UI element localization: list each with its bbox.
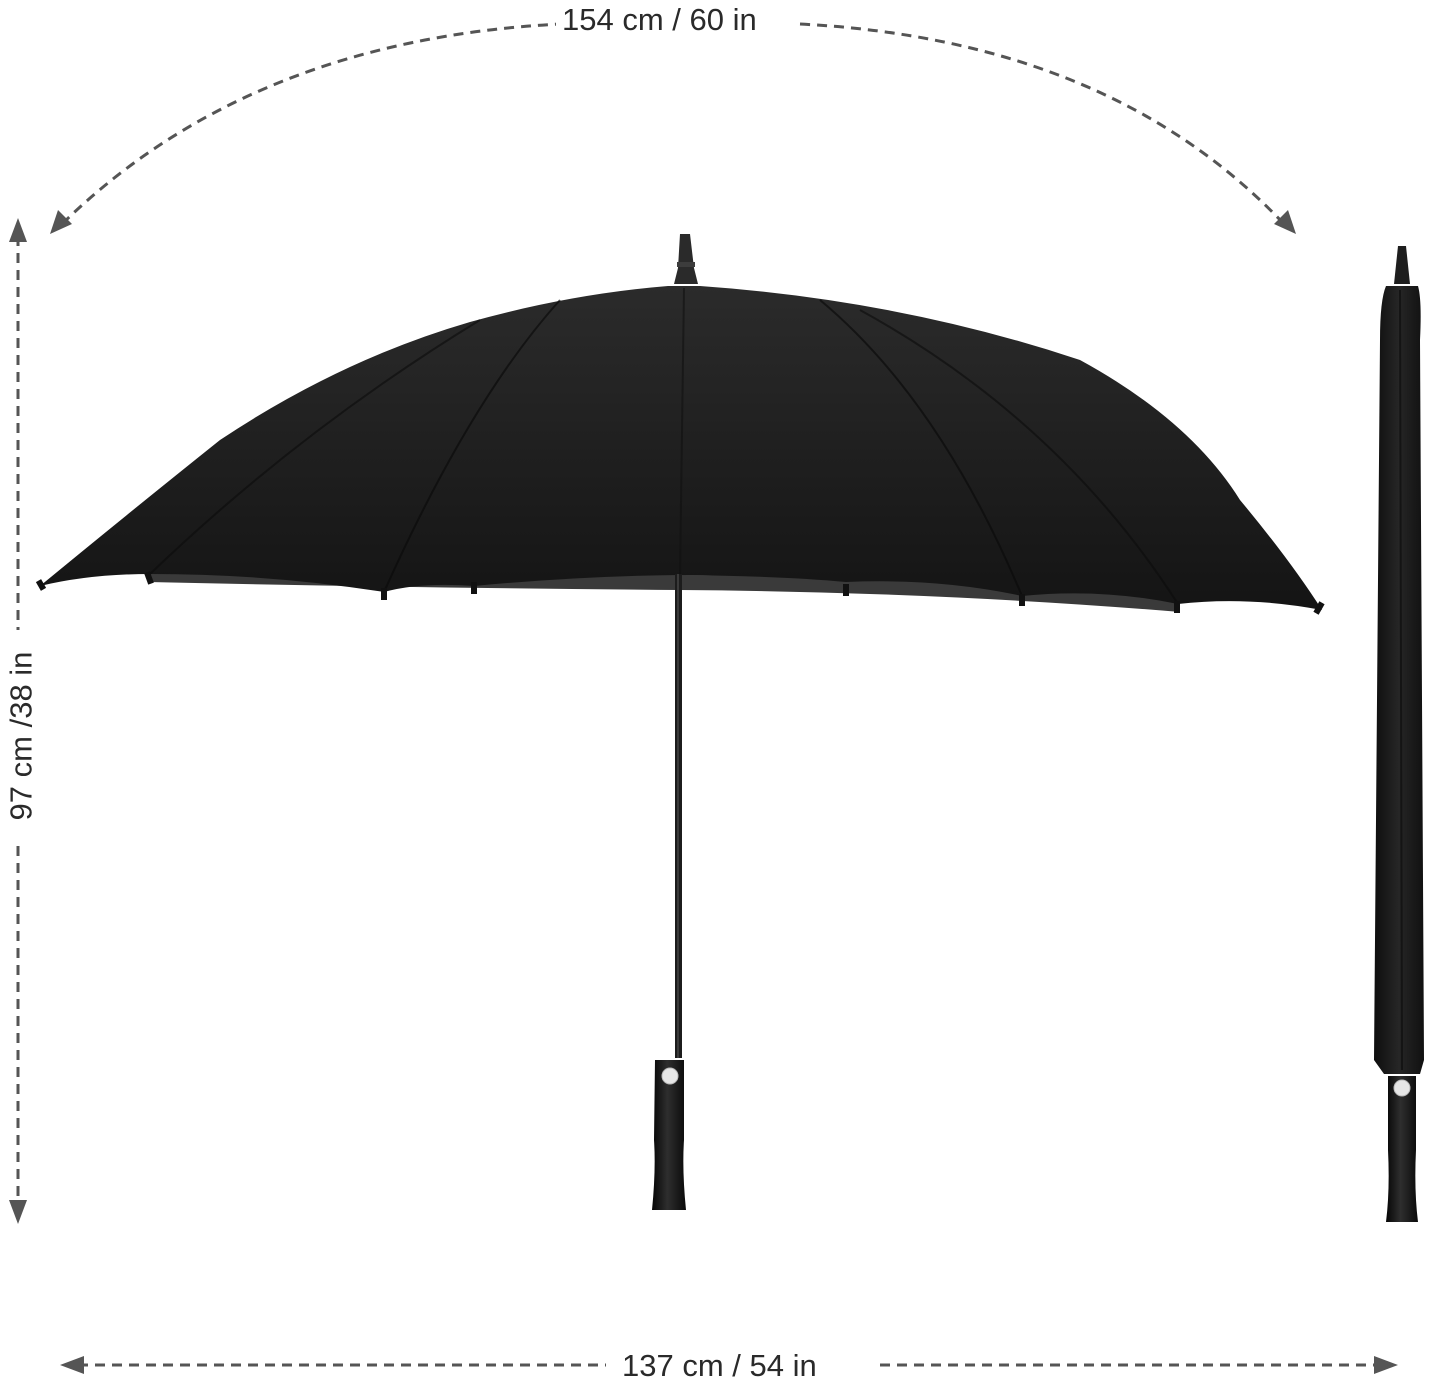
height-dimension-arrow [9, 218, 27, 1224]
open-height-label: 97 cm /38 in [4, 647, 39, 825]
umbrella-tip [674, 234, 698, 284]
closed-canopy [1374, 286, 1424, 1074]
rib-tips [35, 571, 1325, 615]
closed-tip [1394, 246, 1410, 284]
handle-button [1393, 1079, 1411, 1097]
closed-umbrella [1374, 246, 1424, 1222]
canopy-arc-label: 154 cm / 60 in [556, 4, 763, 35]
open-umbrella [35, 234, 1325, 1210]
closed-handle [1386, 1076, 1418, 1222]
arc-dimension-arrow [50, 22, 1296, 234]
arrow-head-right [1274, 210, 1296, 234]
canopy-seam [679, 287, 685, 576]
width-dimension-arrow [60, 1356, 1398, 1374]
canopy-seam [819, 299, 1023, 597]
canopy-seam [383, 299, 561, 593]
open-width-label: 137 cm / 54 in [616, 1350, 823, 1381]
arrow-head-right [1374, 1356, 1398, 1374]
umbrella-handle [652, 1060, 686, 1210]
handle-button [661, 1067, 679, 1085]
canopy-seam [149, 319, 481, 575]
canopy-seam [859, 309, 1179, 605]
arrow-head-up [9, 218, 27, 242]
arrow-head-left [60, 1356, 84, 1374]
arrow-head-left [50, 210, 72, 234]
arrow-head-down [9, 1200, 27, 1224]
